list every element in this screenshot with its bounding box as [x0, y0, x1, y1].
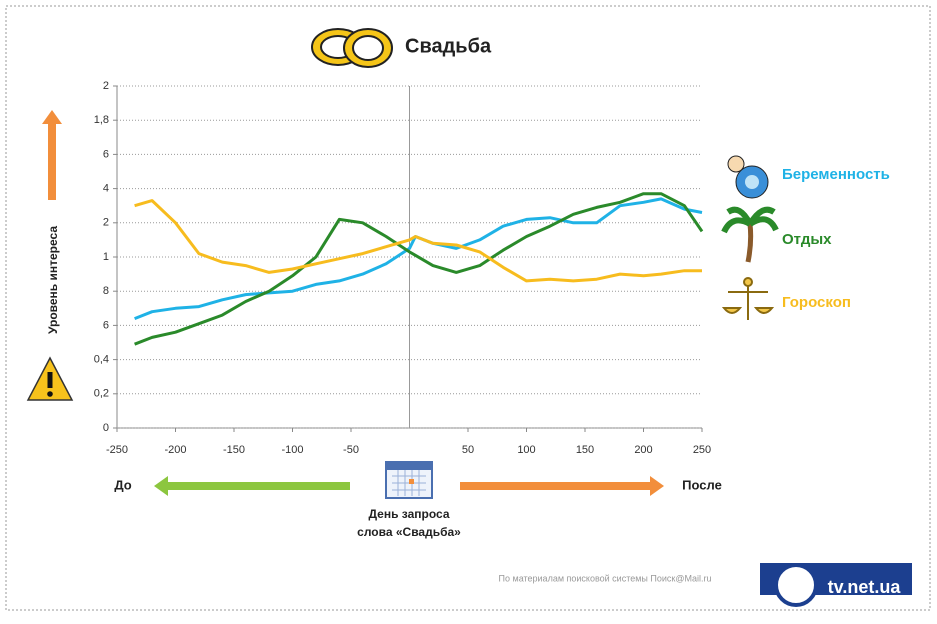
calendar-icon — [385, 461, 433, 499]
y-tick-label: 4 — [103, 183, 109, 195]
source: По материалам поисковой системы Поиск@Ma… — [499, 573, 712, 583]
x-tick-label: 150 — [576, 444, 594, 456]
rings-icon — [311, 28, 393, 68]
right-arrow — [460, 476, 664, 496]
legend-label: Отдых — [782, 231, 832, 248]
x-tick-label: -150 — [223, 444, 245, 456]
center-label: День запроса — [368, 507, 449, 521]
warning-icon — [26, 356, 74, 401]
y-tick-label: 0,2 — [94, 388, 109, 400]
legend: Беременность Отдых Гороскоп — [782, 166, 890, 311]
y-axis-label: Уровень интереса — [46, 226, 60, 334]
x-tick-label: 250 — [693, 444, 711, 456]
pacifier-icon — [727, 155, 769, 199]
x-tick-label: 100 — [517, 444, 535, 456]
x-tick-label: -100 — [281, 444, 303, 456]
x-tick-label: 200 — [634, 444, 652, 456]
y-tick-label: 1 — [103, 251, 109, 263]
y-tick-label: 2 — [103, 217, 109, 229]
series-line — [134, 192, 704, 346]
palm-icon — [721, 206, 779, 263]
y-tick-label: 6 — [103, 148, 109, 160]
slide-border — [5, 5, 931, 611]
right-label: После — [682, 477, 722, 492]
y-tick-label: 8 — [103, 285, 109, 297]
x-tick-label: -250 — [106, 444, 128, 456]
y-tick-label: 6 — [103, 319, 109, 331]
watermark-logo — [774, 563, 818, 607]
series-line — [134, 199, 702, 283]
watermark: tv.net.ua — [828, 577, 902, 597]
legend-label: Беременность — [782, 166, 890, 183]
center-label: слова «Свадьба» — [357, 525, 461, 539]
x-tick-label: 50 — [462, 444, 474, 456]
x-tick-label: -50 — [343, 444, 359, 456]
plot — [113, 85, 704, 432]
y-tick-label: 0,4 — [94, 354, 109, 366]
legend-label: Гороскоп — [782, 294, 851, 311]
y-arrow — [42, 110, 62, 200]
y-tick-label: 2 — [103, 80, 109, 92]
left-arrow — [154, 476, 350, 496]
libra-icon — [721, 277, 775, 320]
x-tick-label: -200 — [164, 444, 186, 456]
left-label: До — [114, 477, 131, 492]
chart-title: Свадьба — [405, 35, 492, 57]
y-tick-label: 1,8 — [94, 114, 109, 126]
y-tick-label: 0 — [103, 422, 109, 434]
